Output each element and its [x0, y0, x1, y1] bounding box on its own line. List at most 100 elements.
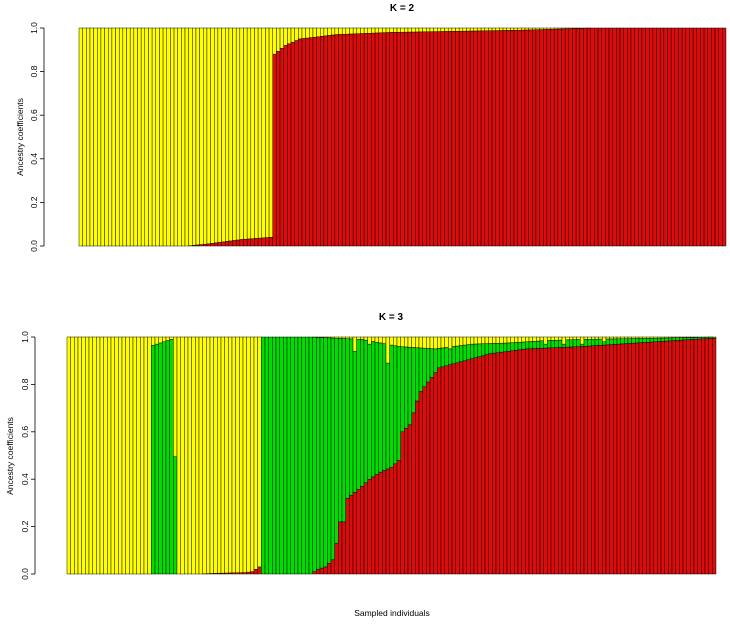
bar-segment-red	[517, 29, 522, 247]
bar-segment-red	[664, 340, 669, 575]
panel-title: K = 3	[379, 312, 404, 323]
bar-segment-red	[550, 28, 555, 247]
bar-segment-red	[338, 521, 343, 575]
bar-segment-yellow	[323, 336, 328, 338]
bar-segment-yellow	[181, 27, 186, 247]
bar-segment-yellow	[455, 27, 460, 32]
bar-segment-red	[569, 346, 574, 575]
bar-segment-green	[345, 338, 350, 499]
bar-segment-red	[564, 28, 570, 247]
bar-segment-red	[407, 31, 412, 247]
bar-segment-green	[693, 337, 698, 340]
bar-segment-yellow	[155, 27, 160, 247]
bar-segment-red	[557, 28, 562, 247]
bar-segment-red	[692, 27, 697, 247]
bar-segment-yellow	[338, 27, 343, 35]
bar-segment-yellow	[502, 27, 507, 31]
bar-segment-yellow	[301, 27, 306, 39]
bar-segment-yellow	[169, 336, 174, 340]
bar-segment-green	[565, 339, 570, 348]
bar-segment-yellow	[188, 27, 193, 246]
bar-segment-yellow	[657, 336, 662, 339]
bar-segment-yellow	[440, 27, 445, 32]
bar-segment-yellow	[213, 336, 218, 574]
bar-segment-yellow	[235, 27, 241, 241]
bar-segment-red	[345, 497, 350, 575]
bar-segment-red	[686, 339, 691, 575]
bar-segment-yellow	[481, 336, 486, 344]
bar-segment-red	[668, 340, 673, 575]
bar-segment-red	[283, 45, 288, 247]
bar-segment-green	[646, 338, 651, 343]
bar-segment-red	[462, 30, 467, 247]
bar-segment-green	[378, 342, 383, 473]
bar-segment-green	[539, 340, 544, 349]
bar-segment-red	[265, 237, 270, 247]
bar-segment-yellow	[89, 27, 94, 247]
bar-segment-green	[682, 337, 687, 341]
bar-segment-yellow	[173, 336, 178, 457]
bar-segment-red	[703, 27, 708, 247]
bar-segment-yellow	[320, 27, 325, 37]
bar-segment-red	[583, 346, 588, 575]
bar-segment-red	[214, 242, 219, 247]
bar-segment-yellow	[371, 336, 376, 342]
y-tick-label: 0.8	[20, 378, 30, 390]
bar-segment-red	[488, 30, 493, 247]
bar-segment-green	[561, 343, 566, 348]
bar-segment-green	[312, 336, 317, 572]
bar-segment-green	[301, 336, 306, 575]
bar-segment-yellow	[594, 336, 599, 340]
bar-segment-green	[462, 344, 467, 361]
bar-segment-red	[521, 29, 526, 247]
bar-segment-yellow	[195, 336, 200, 575]
bar-segment-yellow	[115, 27, 120, 247]
bar-segment-yellow	[261, 27, 266, 239]
bar-segment-red	[418, 391, 423, 575]
bar-segment-red	[341, 34, 347, 247]
bar-segment-red	[506, 350, 511, 575]
bar-segment-yellow	[682, 336, 687, 338]
bar-segment-yellow	[217, 27, 222, 243]
bar-segment-green	[308, 336, 313, 575]
bar-segment-yellow	[448, 336, 453, 350]
bar-segment-red	[627, 27, 632, 247]
bar-segment-red	[605, 344, 610, 575]
bar-segment-red	[261, 237, 266, 247]
bar-segment-yellow	[378, 336, 383, 344]
bar-segment-yellow	[140, 27, 146, 247]
bar-segment-yellow	[583, 336, 588, 340]
bar-segment-yellow	[671, 336, 676, 339]
bar-segment-red	[514, 350, 519, 575]
bar-segment-yellow	[679, 336, 684, 338]
y-tick-label: 1.0	[20, 331, 30, 343]
bar-segment-red	[400, 431, 405, 575]
bar-segment-green	[484, 343, 489, 355]
bar-segment-yellow	[279, 27, 284, 49]
bar-segment-green	[558, 339, 563, 348]
bar-segment-yellow	[675, 336, 680, 338]
panel-title: K = 2	[390, 3, 415, 14]
bar-segment-red	[477, 356, 482, 575]
bar-segment-yellow	[536, 336, 541, 342]
bar-segment-yellow	[140, 336, 145, 575]
bar-segment-red	[624, 343, 629, 575]
y-axis: 0.0 0.2 0.4 0.6 0.8 1.0	[20, 331, 36, 580]
bar-segment-yellow	[547, 336, 552, 341]
bar-segment-yellow	[184, 336, 189, 575]
bar-segment-green	[352, 350, 357, 493]
bar-segment-green	[668, 337, 673, 342]
bar-segment-yellow	[517, 27, 522, 31]
bar-segment-green	[580, 343, 585, 347]
bar-segment-red	[539, 29, 544, 247]
bar-segment-green	[404, 346, 409, 429]
bar-segment-yellow	[433, 27, 438, 32]
bar-segment-yellow	[569, 336, 574, 340]
bar-segment-red	[712, 337, 717, 575]
bar-segment-red	[459, 361, 464, 575]
bar-segment-yellow	[235, 336, 240, 573]
bar-segment-red	[612, 27, 617, 247]
bar-segment-red	[378, 471, 383, 575]
bar-segment-yellow	[129, 27, 135, 247]
bar-segment-green	[664, 337, 669, 342]
